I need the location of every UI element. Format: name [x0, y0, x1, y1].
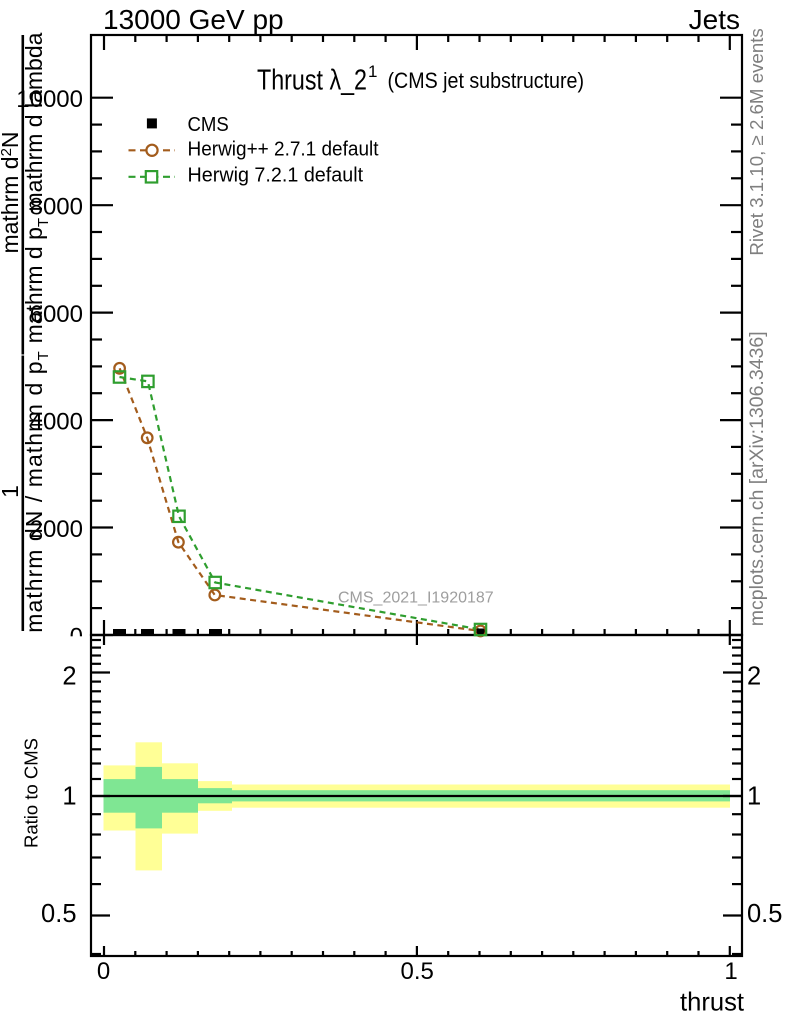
svg-text:1: 1 [724, 958, 737, 985]
svg-text:0: 0 [97, 958, 110, 985]
svg-text:Herwig 7.2.1 default: Herwig 7.2.1 default [188, 164, 364, 187]
svg-text:0.5: 0.5 [747, 900, 782, 928]
svg-text:1: 1 [368, 62, 377, 81]
svg-text:0.5: 0.5 [41, 900, 76, 928]
svg-text:Thrust λ_2: Thrust λ_2 [257, 64, 367, 96]
svg-text:13000 GeV pp: 13000 GeV pp [103, 4, 284, 35]
svg-text:10000: 10000 [16, 86, 83, 113]
svg-text:CMS: CMS [188, 113, 229, 136]
svg-text:Rivet 3.1.10, ≥ 2.6M events: Rivet 3.1.10, ≥ 2.6M events [746, 28, 767, 255]
svg-text:Herwig++ 2.7.1 default: Herwig++ 2.7.1 default [188, 138, 379, 161]
svg-text:6000: 6000 [30, 301, 83, 328]
svg-text:2000: 2000 [30, 516, 83, 543]
svg-text:Jets: Jets [689, 4, 740, 35]
svg-text:1: 1 [747, 783, 761, 811]
svg-text:2: 2 [62, 663, 76, 691]
svg-text:1: 1 [62, 783, 76, 811]
svg-text:mathrm d2N: mathrm d2N [0, 131, 23, 253]
svg-text:(CMS jet substructure): (CMS jet substructure) [388, 68, 585, 93]
svg-text:0.5: 0.5 [401, 958, 434, 985]
svg-text:2: 2 [747, 663, 761, 691]
svg-text:CMS_2021_I1920187: CMS_2021_I1920187 [338, 590, 494, 607]
svg-text:Ratio to CMS: Ratio to CMS [21, 738, 42, 848]
svg-text:mathrm dN / mathrm d pT: mathrm dN / mathrm d pT [21, 350, 52, 633]
svg-text:thrust: thrust [680, 987, 745, 1017]
svg-text:mcplots.cern.ch [arXiv:1306.34: mcplots.cern.ch [arXiv:1306.3436] [746, 331, 768, 626]
svg-text:8000: 8000 [30, 194, 83, 221]
svg-text:4000: 4000 [30, 409, 83, 436]
svg-text:mathrm d pT mathrm d lambda: mathrm d pT mathrm d lambda [21, 32, 52, 343]
svg-text:1: 1 [0, 485, 23, 498]
